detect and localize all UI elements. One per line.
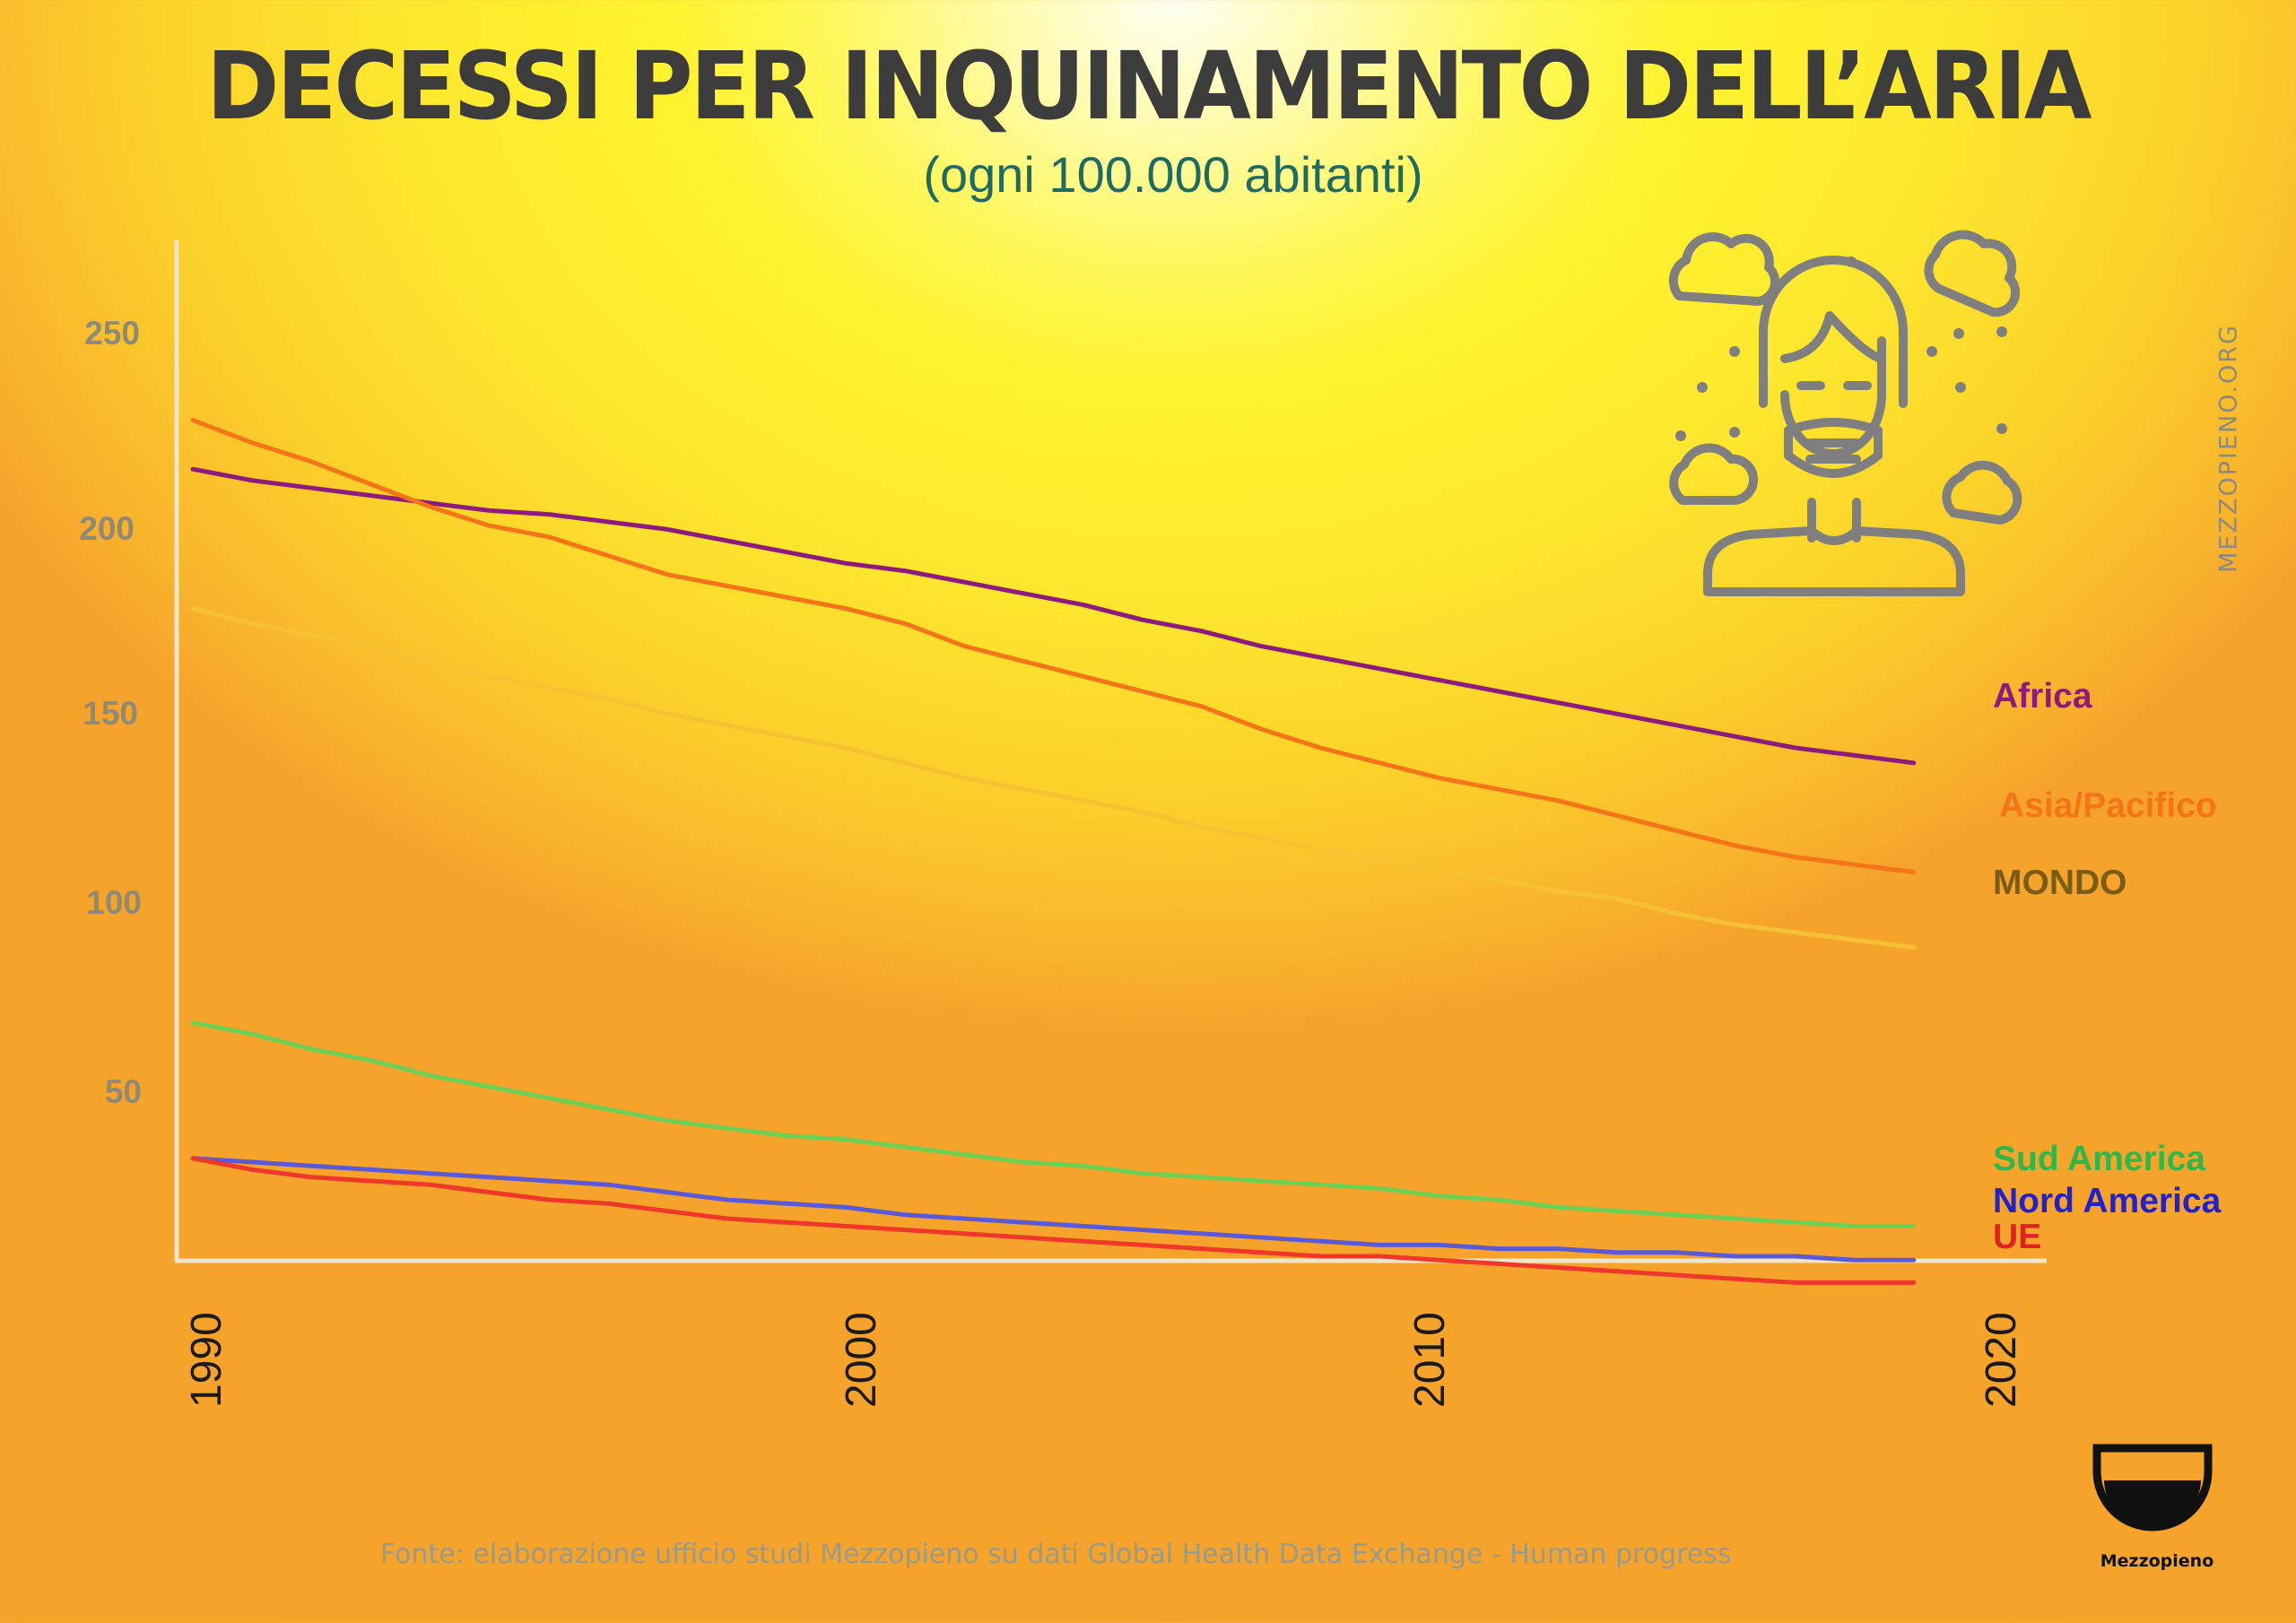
series-line-asia-pacifico bbox=[190, 418, 1917, 875]
series-label-africa: Africa bbox=[1993, 677, 2092, 716]
series-line-nord-america bbox=[190, 1156, 1917, 1263]
half-full-glass-icon bbox=[2092, 1444, 2213, 1532]
watermark: MEZZOPIENO.ORG bbox=[2214, 324, 2243, 573]
x-tick-label: 2020 bbox=[1978, 1312, 2025, 1408]
x-tick-label: 1990 bbox=[183, 1312, 230, 1408]
y-tick-label: 150 bbox=[83, 695, 138, 732]
series-line-sud-america bbox=[190, 1020, 1917, 1228]
series-label-mondo: MONDO bbox=[1993, 864, 2127, 902]
y-tick-label: 50 bbox=[105, 1073, 142, 1110]
series-layer bbox=[190, 418, 1917, 1285]
series-line-africa bbox=[190, 466, 1917, 766]
series-label-ue: UE bbox=[1993, 1218, 2041, 1256]
y-tick-label: 100 bbox=[86, 884, 142, 921]
y-tick-label: 200 bbox=[79, 510, 135, 547]
chart-subtitle: (ogni 100.000 abitanti) bbox=[923, 146, 1423, 203]
source-note: Fonte: elaborazione ufficio studi Mezzop… bbox=[380, 1539, 1732, 1570]
y-tick-label: 250 bbox=[84, 315, 140, 352]
person-with-mask-smog-icon bbox=[1668, 230, 2022, 596]
logo-text: Mezzopieno bbox=[2100, 1551, 2214, 1571]
series-label-asia-pacifico: Asia/Pacifico bbox=[1999, 786, 2217, 825]
series-label-nord-america: Nord America bbox=[1993, 1182, 2222, 1220]
chart-title: DECESSI PER INQUINAMENTO DELL’ARIA bbox=[206, 31, 2092, 141]
x-tick-label: 2000 bbox=[838, 1312, 885, 1408]
series-line-mondo bbox=[190, 606, 1917, 950]
series-label-sud-america: Sud America bbox=[1993, 1140, 2205, 1178]
series-line-ue bbox=[190, 1156, 1917, 1285]
x-tick-label: 2010 bbox=[1406, 1312, 1454, 1408]
